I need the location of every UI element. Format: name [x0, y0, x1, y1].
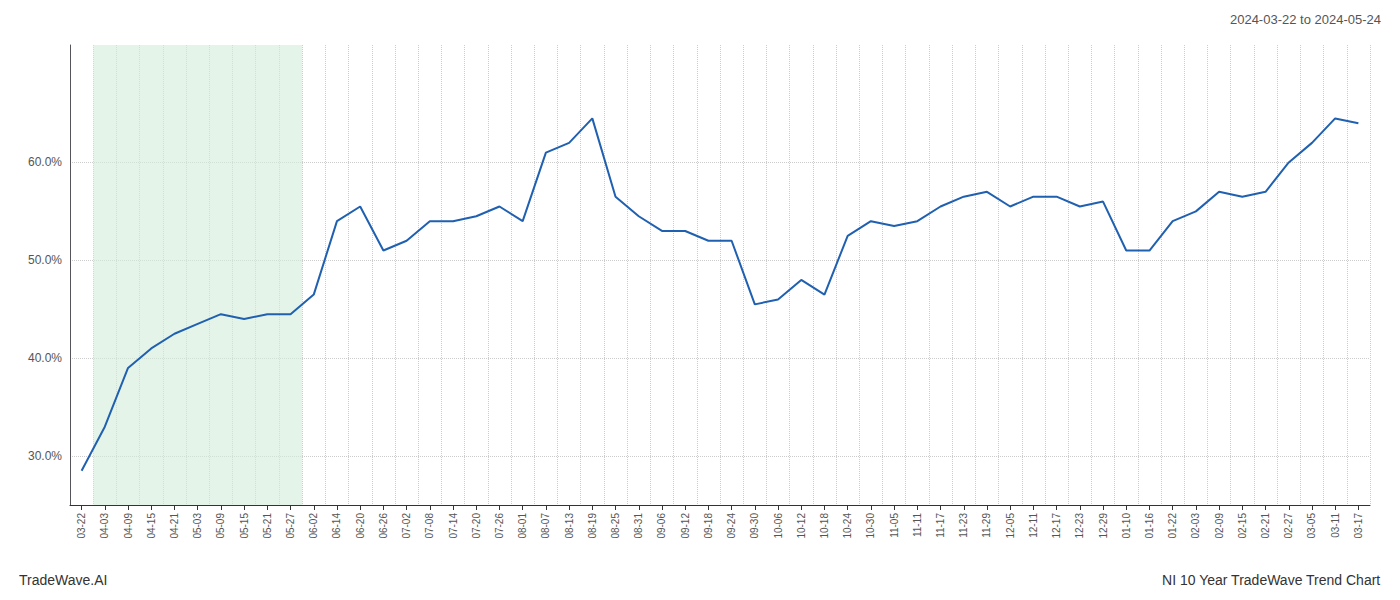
svg-text:60.0%: 60.0%	[28, 155, 62, 169]
svg-text:09-18: 09-18	[703, 513, 714, 539]
svg-text:2024-03-22 to 2024-05-24: 2024-03-22 to 2024-05-24	[1230, 12, 1381, 27]
svg-text:04-09: 04-09	[123, 513, 134, 539]
svg-text:08-13: 08-13	[564, 513, 575, 539]
svg-text:12-05: 12-05	[1005, 513, 1016, 539]
svg-text:30.0%: 30.0%	[28, 449, 62, 463]
svg-text:02-09: 02-09	[1214, 513, 1225, 539]
svg-text:06-26: 06-26	[378, 513, 389, 539]
svg-text:05-09: 05-09	[215, 513, 226, 539]
svg-text:10-18: 10-18	[819, 513, 830, 539]
svg-text:03-22: 03-22	[76, 513, 87, 539]
svg-text:09-06: 09-06	[656, 513, 667, 539]
svg-text:02-15: 02-15	[1237, 513, 1248, 539]
svg-text:08-01: 08-01	[517, 513, 528, 539]
svg-text:02-03: 02-03	[1190, 513, 1201, 539]
svg-text:03-17: 03-17	[1353, 513, 1364, 539]
svg-text:09-24: 09-24	[726, 513, 737, 539]
svg-text:11-23: 11-23	[958, 513, 969, 538]
svg-text:08-25: 08-25	[610, 513, 621, 539]
svg-text:08-31: 08-31	[633, 513, 644, 539]
svg-text:11-17: 11-17	[935, 513, 946, 538]
svg-text:07-26: 07-26	[494, 513, 505, 539]
svg-text:03-05: 03-05	[1306, 513, 1317, 539]
svg-text:11-29: 11-29	[981, 513, 992, 538]
svg-text:05-21: 05-21	[262, 513, 273, 539]
svg-text:07-20: 07-20	[471, 513, 482, 539]
svg-text:09-12: 09-12	[680, 513, 691, 539]
svg-text:04-21: 04-21	[169, 513, 180, 539]
svg-text:07-02: 07-02	[401, 513, 412, 539]
svg-text:12-11: 12-11	[1028, 513, 1039, 538]
svg-text:50.0%: 50.0%	[28, 253, 62, 267]
svg-text:01-10: 01-10	[1121, 513, 1132, 539]
svg-text:12-23: 12-23	[1074, 513, 1085, 539]
svg-text:02-21: 02-21	[1260, 513, 1271, 539]
svg-text:08-07: 08-07	[540, 513, 551, 539]
svg-text:NI 10 Year TradeWave Trend Cha: NI 10 Year TradeWave Trend Chart	[1162, 572, 1380, 588]
svg-text:10-06: 10-06	[773, 513, 784, 539]
svg-text:01-22: 01-22	[1167, 513, 1178, 539]
svg-text:07-14: 07-14	[448, 513, 459, 539]
svg-text:10-12: 10-12	[796, 513, 807, 539]
svg-text:TradeWave.AI: TradeWave.AI	[19, 572, 107, 588]
svg-text:01-16: 01-16	[1144, 513, 1155, 539]
svg-text:40.0%: 40.0%	[28, 351, 62, 365]
svg-text:10-30: 10-30	[865, 513, 876, 539]
svg-text:03-11: 03-11	[1330, 513, 1341, 538]
svg-text:11-11: 11-11	[912, 513, 923, 538]
svg-text:07-08: 07-08	[424, 513, 435, 539]
svg-text:02-27: 02-27	[1283, 513, 1294, 539]
svg-text:04-03: 04-03	[99, 513, 110, 539]
svg-text:05-03: 05-03	[192, 513, 203, 539]
svg-text:12-17: 12-17	[1051, 513, 1062, 539]
svg-text:05-15: 05-15	[239, 513, 250, 539]
svg-text:08-19: 08-19	[587, 513, 598, 539]
svg-text:06-14: 06-14	[331, 513, 342, 539]
svg-text:05-27: 05-27	[285, 513, 296, 539]
svg-text:06-02: 06-02	[308, 513, 319, 539]
svg-text:11-05: 11-05	[889, 513, 900, 538]
svg-text:06-20: 06-20	[355, 513, 366, 539]
svg-text:12-29: 12-29	[1098, 513, 1109, 539]
svg-text:04-15: 04-15	[146, 513, 157, 539]
svg-text:10-24: 10-24	[842, 513, 853, 539]
svg-text:09-30: 09-30	[749, 513, 760, 539]
